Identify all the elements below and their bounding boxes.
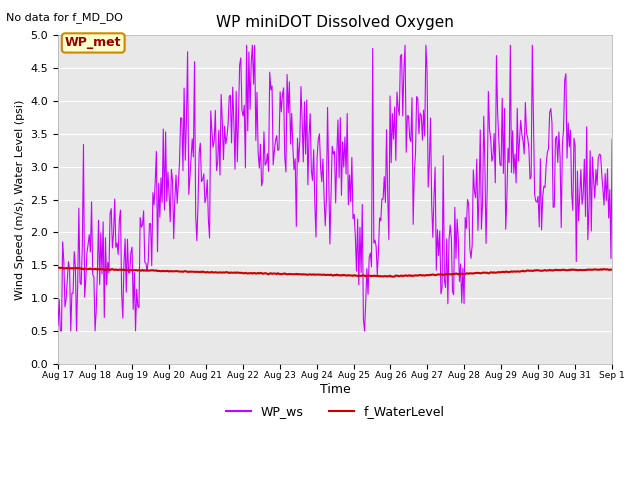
- Legend: WP_ws, f_WaterLevel: WP_ws, f_WaterLevel: [221, 400, 449, 423]
- Text: No data for f_MD_DO: No data for f_MD_DO: [6, 12, 124, 23]
- Text: WP_met: WP_met: [65, 36, 122, 49]
- Title: WP miniDOT Dissolved Oxygen: WP miniDOT Dissolved Oxygen: [216, 15, 454, 30]
- X-axis label: Time: Time: [320, 383, 351, 396]
- Y-axis label: Wind Speed (m/s), Water Level (psi): Wind Speed (m/s), Water Level (psi): [15, 99, 25, 300]
